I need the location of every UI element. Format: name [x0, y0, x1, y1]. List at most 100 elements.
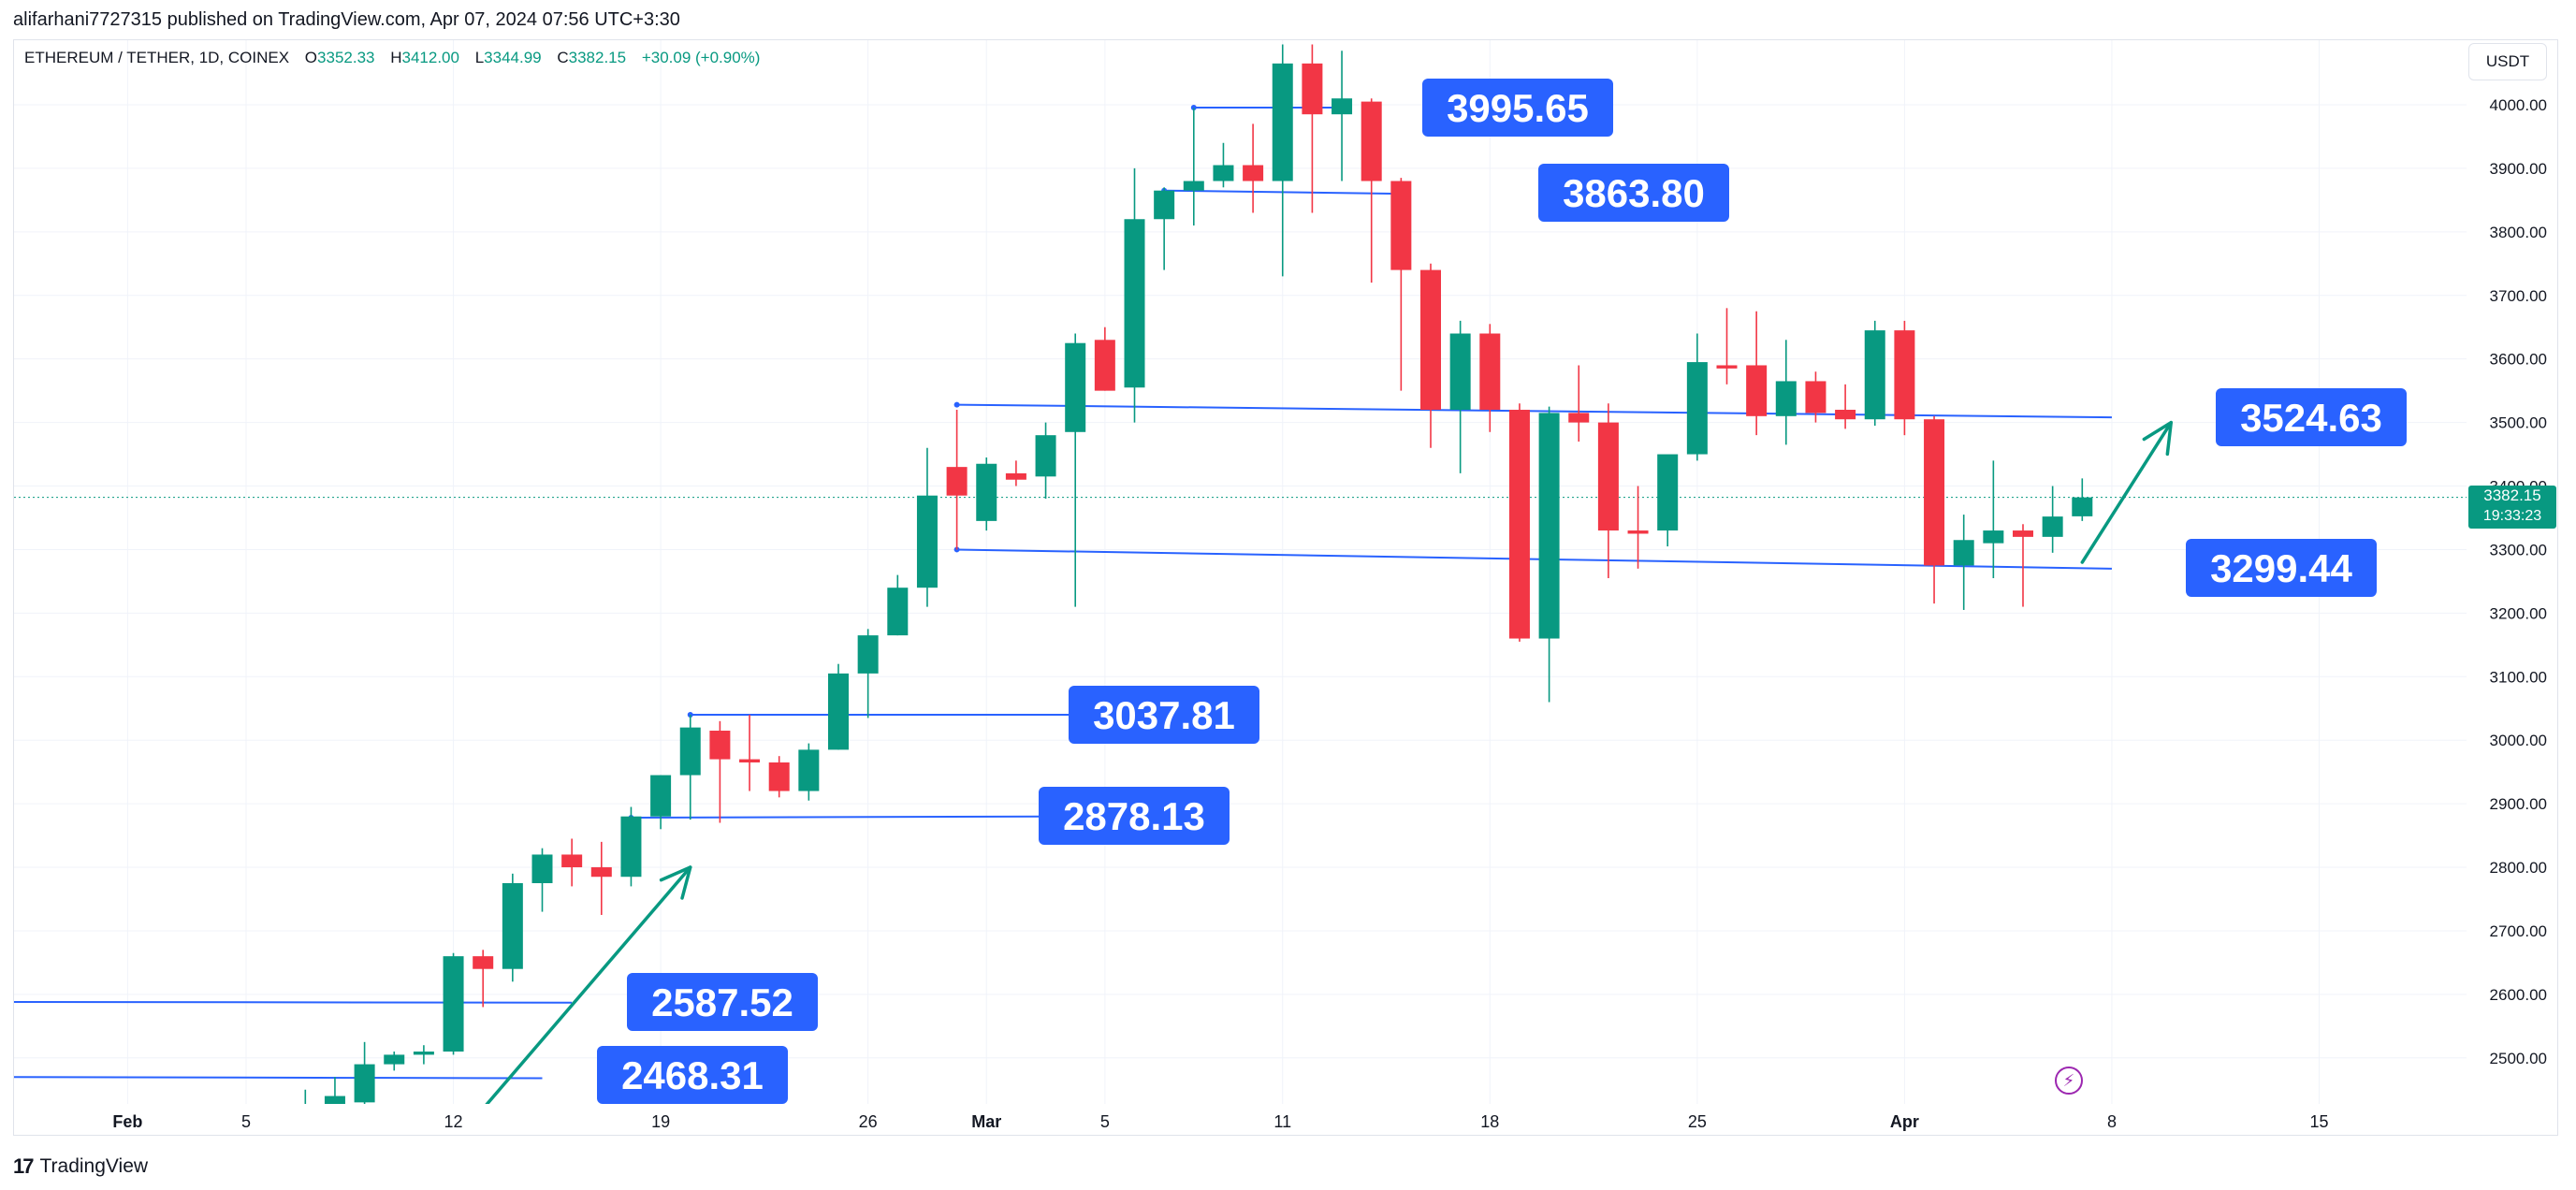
level-line — [14, 1076, 543, 1080]
candle-body — [709, 731, 731, 760]
candle-down — [1627, 486, 1649, 569]
level-label-box — [2216, 388, 2407, 446]
candle-body — [887, 588, 909, 636]
y-tick-label: 3000.00 — [2490, 732, 2547, 749]
level-label-text: 3863.80 — [1563, 171, 1705, 215]
candle-up — [1272, 44, 1293, 277]
level-label-text: 3524.63 — [2240, 396, 2382, 440]
candle-up — [1065, 333, 1086, 607]
level-label: 3863.80 — [1538, 164, 1729, 222]
candle-down — [1420, 263, 1441, 448]
level-label: 3995.65 — [1422, 79, 1613, 137]
candle-up — [1686, 333, 1708, 461]
candle-body — [857, 635, 879, 674]
candle-body — [1864, 330, 1885, 420]
candle-body — [1154, 190, 1175, 220]
current-price-tag: 3382.15 19:33:23 — [2468, 486, 2556, 529]
high-label: H — [390, 49, 402, 66]
candle-body — [502, 883, 523, 969]
trend-arrow — [2080, 420, 2173, 564]
close-value: 3382.15 — [568, 49, 627, 66]
candle-body — [1924, 419, 1945, 566]
x-axis: Feb 5 12 19 26 Mar 5 11 18 25 Apr 8 15 — [112, 1112, 2328, 1131]
candle-down — [1924, 415, 1945, 604]
candle-down — [946, 410, 968, 550]
arrows — [485, 420, 2173, 1104]
candle-body — [1302, 63, 1323, 115]
candle-up — [1775, 340, 1797, 445]
candle-body — [1894, 330, 1915, 420]
y-tick-label: 4000.00 — [2490, 96, 2547, 114]
candle-down — [590, 841, 612, 915]
candle-body — [1538, 413, 1560, 639]
candle-body — [1568, 413, 1590, 423]
candle-down — [561, 838, 583, 887]
currency-button[interactable]: USDT — [2468, 43, 2547, 80]
candle-body — [916, 495, 938, 588]
level-line — [956, 548, 2112, 570]
candle-up — [324, 1077, 345, 1104]
level-line — [956, 403, 2112, 419]
candle-body — [1508, 410, 1530, 639]
level-label-text: 3995.65 — [1447, 86, 1589, 130]
footer: 17 TradingView — [13, 1154, 148, 1179]
x-tick-label: 26 — [859, 1112, 878, 1131]
candle-body — [1213, 165, 1234, 181]
candle-up — [916, 447, 938, 607]
level-label-box — [1422, 79, 1613, 137]
candle-up — [1035, 422, 1056, 500]
candle-down — [1361, 98, 1382, 283]
lightning-icon[interactable]: ⚡ — [2055, 1067, 2083, 1095]
x-tick-label: 25 — [1688, 1112, 1707, 1131]
candle-up — [1449, 320, 1471, 473]
candle-body — [590, 867, 612, 878]
level-label-box — [1039, 787, 1230, 845]
open-value: 3352.33 — [317, 49, 375, 66]
level-label-text: 2468.31 — [621, 1053, 764, 1097]
candle-up — [1538, 406, 1560, 703]
x-tick-label: Apr — [1890, 1112, 1919, 1131]
candle-body — [443, 956, 464, 1052]
level-label: 2587.52 — [627, 973, 818, 1031]
candle-down — [1746, 311, 1768, 436]
candle-body — [473, 956, 494, 969]
candle-body — [1272, 63, 1293, 181]
candle-down — [1479, 324, 1501, 432]
tradingview-brand[interactable]: TradingView — [39, 1155, 149, 1177]
level-label: 2468.31 — [597, 1046, 788, 1104]
candle-up — [443, 952, 464, 1055]
y-tick-label: 3100.00 — [2490, 668, 2547, 686]
y-tick-label: 3800.00 — [2490, 224, 2547, 241]
candle-body — [739, 759, 761, 762]
tradingview-logo-icon: 17 — [13, 1154, 35, 1178]
arrow-shaft — [485, 865, 692, 1104]
trend-arrow — [485, 865, 692, 1104]
level-line — [631, 815, 1046, 820]
arrow-shaft — [2080, 420, 2173, 564]
x-tick-label: 15 — [2309, 1112, 2328, 1131]
candle-body — [1983, 530, 2004, 544]
candle-up — [857, 629, 879, 718]
level-anchor — [953, 401, 960, 408]
publisher-line: alifarhani7727315 published on TradingVi… — [13, 9, 680, 30]
y-tick-label: 2700.00 — [2490, 922, 2547, 940]
candle-body — [946, 467, 968, 496]
candle-body — [1479, 333, 1501, 411]
candle-body — [295, 1109, 315, 1134]
candle-body — [1005, 472, 1026, 480]
candle-up — [620, 806, 642, 887]
y-tick-label: 3300.00 — [2490, 541, 2547, 559]
high-value: 3412.00 — [401, 49, 459, 66]
candle-down — [1805, 371, 1826, 423]
current-price-value: 3382.15 — [2483, 486, 2541, 504]
candle-body — [1420, 269, 1441, 411]
candle-up — [1983, 460, 2004, 579]
candle-down — [2013, 524, 2033, 607]
candle-body — [2013, 530, 2033, 537]
level-line — [14, 1001, 573, 1004]
candle-up — [2072, 478, 2093, 521]
candle-down — [1568, 365, 1590, 442]
y-tick-label: 3200.00 — [2490, 604, 2547, 622]
candle-body — [561, 854, 583, 868]
